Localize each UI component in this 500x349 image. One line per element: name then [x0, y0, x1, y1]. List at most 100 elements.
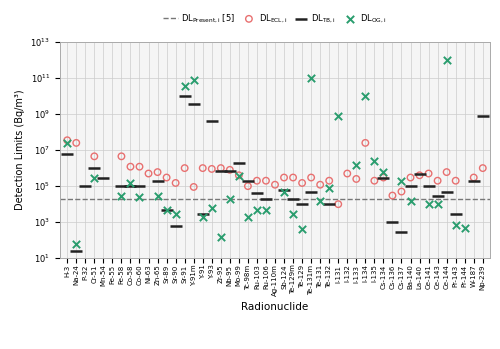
$\mathregular{DL_{OG,i}}$: [424, 201, 432, 207]
$\mathregular{DL_{ECL,i}}$: [172, 180, 179, 186]
$\mathregular{DL_{OG,i}}$: [362, 93, 370, 99]
$\mathregular{DL_{ECL,i}}$: [352, 176, 360, 182]
$\mathregular{DL_{ECL,i}}$: [162, 175, 170, 180]
$\mathregular{DL_{OG,i}}$: [452, 222, 460, 228]
$\mathregular{DL_{TB,i}}$: [289, 196, 297, 201]
$\mathregular{DL_{OG,i}}$: [208, 205, 216, 211]
$\mathregular{DL_{TB,i}}$: [452, 211, 460, 216]
$\mathregular{DL_{ECL,i}}$: [380, 175, 388, 180]
$\mathregular{DL_{TB,i}}$: [217, 168, 225, 174]
$\mathregular{DL_{OG,i}}$: [406, 198, 414, 204]
$\mathregular{DL_{ECL,i}}$: [424, 171, 432, 176]
$\mathregular{DL_{ECL,i}}$: [406, 175, 414, 180]
$\mathregular{DL_{OG,i}}$: [162, 207, 170, 213]
$\mathregular{DL_{ECL,i}}$: [90, 154, 98, 159]
$\mathregular{DL_{TB,i}}$: [325, 201, 333, 207]
$\mathregular{DL_{ECL,i}}$: [370, 178, 378, 184]
$\mathregular{DL_{OG,i}}$: [307, 75, 315, 81]
$\mathregular{DL_{TB,i}}$: [180, 93, 188, 99]
$\mathregular{DL_{ECL,i}}$: [244, 183, 252, 189]
$\mathregular{DL_{ECL,i}}$: [307, 175, 315, 180]
$\mathregular{DL_{OG,i}}$: [126, 180, 134, 186]
$\mathregular{DL_{OG,i}}$: [244, 214, 252, 220]
$\mathregular{DL_{ECL,i}}$: [226, 167, 234, 173]
$\mathregular{DL_{TB,i}}$: [442, 189, 450, 194]
$\mathregular{DL_{TB,i}}$: [226, 168, 234, 174]
$\mathregular{DL_{OG,i}}$: [262, 207, 270, 213]
$\mathregular{DL_{OG,i}}$: [442, 57, 450, 63]
$\mathregular{DL_{OG,i}}$: [180, 83, 188, 89]
$\mathregular{DL_{ECL,i}}$: [325, 178, 333, 184]
$\mathregular{DL_{TB,i}}$: [307, 189, 315, 194]
X-axis label: Radionuclide: Radionuclide: [242, 302, 308, 312]
Legend: $\mathregular{DL_{Present,i}}$ [5], $\mathregular{DL_{ECL,i}}$, $\mathregular{DL: $\mathregular{DL_{Present,i}}$ [5], $\ma…: [163, 13, 387, 25]
$\mathregular{DL_{OG,i}}$: [298, 227, 306, 232]
$\mathregular{DL_{TB,i}}$: [172, 223, 179, 229]
$\mathregular{DL_{ECL,i}}$: [344, 171, 351, 176]
$\mathregular{DL_{TB,i}}$: [262, 196, 270, 201]
Y-axis label: Detection Limits (Bq/m³): Detection Limits (Bq/m³): [15, 90, 25, 210]
$\mathregular{DL_{TB,i}}$: [136, 183, 143, 189]
$\mathregular{DL_{TB,i}}$: [90, 165, 98, 171]
$\mathregular{DL_{OG,i}}$: [289, 211, 297, 216]
$\mathregular{DL_{OG,i}}$: [154, 193, 162, 198]
$\mathregular{DL_{ECL,i}}$: [452, 178, 460, 184]
$\mathregular{DL_{ECL,i}}$: [271, 182, 279, 187]
$\mathregular{DL_{ECL,i}}$: [388, 193, 396, 198]
$\mathregular{DL_{TB,i}}$: [154, 178, 162, 184]
$\mathregular{DL_{OG,i}}$: [380, 169, 388, 175]
$\mathregular{DL_{OG,i}}$: [190, 77, 198, 82]
$\mathregular{DL_{TB,i}}$: [235, 160, 243, 165]
$\mathregular{DL_{OG,i}}$: [235, 173, 243, 179]
$\mathregular{DL_{OG,i}}$: [325, 185, 333, 191]
$\mathregular{DL_{TB,i}}$: [72, 248, 80, 254]
$\mathregular{DL_{ECL,i}}$: [434, 178, 442, 184]
$\mathregular{DL_{OG,i}}$: [370, 158, 378, 164]
$\mathregular{DL_{TB,i}}$: [280, 187, 288, 193]
$\mathregular{DL_{TB,i}}$: [388, 220, 396, 225]
$\mathregular{DL_{ECL,i}}$: [398, 189, 406, 194]
$\mathregular{DL_{ECL,i}}$: [136, 164, 143, 170]
$\mathregular{DL_{TB,i}}$: [208, 118, 216, 124]
$\mathregular{DL_{ECL,i}}$: [298, 180, 306, 186]
$\mathregular{DL_{ECL,i}}$: [217, 165, 225, 171]
$\mathregular{DL_{ECL,i}}$: [470, 175, 478, 180]
$\mathregular{DL_{OG,i}}$: [398, 178, 406, 184]
$\mathregular{DL_{TB,i}}$: [198, 211, 206, 216]
$\mathregular{DL_{TB,i}}$: [406, 183, 414, 189]
$\mathregular{DL_{Present,i}}$ [5]: [74, 196, 80, 201]
$\mathregular{DL_{TB,i}}$: [118, 183, 126, 189]
$\mathregular{DL_{OG,i}}$: [198, 214, 206, 220]
$\mathregular{DL_{ECL,i}}$: [180, 165, 188, 171]
$\mathregular{DL_{TB,i}}$: [479, 113, 487, 119]
$\mathregular{DL_{TB,i}}$: [470, 178, 478, 184]
$\mathregular{DL_{OG,i}}$: [434, 201, 442, 207]
$\mathregular{DL_{ECL,i}}$: [126, 164, 134, 170]
$\mathregular{DL_{TB,i}}$: [244, 178, 252, 184]
$\mathregular{DL_{OG,i}}$: [217, 234, 225, 240]
$\mathregular{DL_{OG,i}}$: [172, 211, 179, 216]
$\mathregular{DL_{ECL,i}}$: [190, 184, 198, 190]
$\mathregular{DL_{TB,i}}$: [416, 171, 424, 176]
$\mathregular{DL_{TB,i}}$: [162, 207, 170, 213]
$\mathregular{DL_{OG,i}}$: [226, 196, 234, 201]
$\mathregular{DL_{ECL,i}}$: [154, 169, 162, 175]
$\mathregular{DL_{OG,i}}$: [90, 175, 98, 180]
$\mathregular{DL_{Present,i}}$ [5]: [64, 196, 70, 201]
$\mathregular{DL_{OG,i}}$: [253, 207, 261, 213]
$\mathregular{DL_{TB,i}}$: [380, 175, 388, 180]
$\mathregular{DL_{ECL,i}}$: [479, 165, 487, 171]
$\mathregular{DL_{TB,i}}$: [434, 193, 442, 198]
$\mathregular{DL_{ECL,i}}$: [334, 201, 342, 207]
$\mathregular{DL_{TB,i}}$: [298, 201, 306, 207]
$\mathregular{DL_{ECL,i}}$: [208, 166, 216, 172]
$\mathregular{DL_{TB,i}}$: [253, 191, 261, 196]
$\mathregular{DL_{OG,i}}$: [352, 162, 360, 168]
$\mathregular{DL_{ECL,i}}$: [118, 154, 126, 159]
$\mathregular{DL_{OG,i}}$: [280, 189, 288, 194]
$\mathregular{DL_{OG,i}}$: [136, 194, 143, 200]
$\mathregular{DL_{OG,i}}$: [334, 113, 342, 119]
$\mathregular{DL_{TB,i}}$: [190, 102, 198, 107]
$\mathregular{DL_{ECL,i}}$: [72, 140, 80, 146]
$\mathregular{DL_{ECL,i}}$: [316, 182, 324, 187]
